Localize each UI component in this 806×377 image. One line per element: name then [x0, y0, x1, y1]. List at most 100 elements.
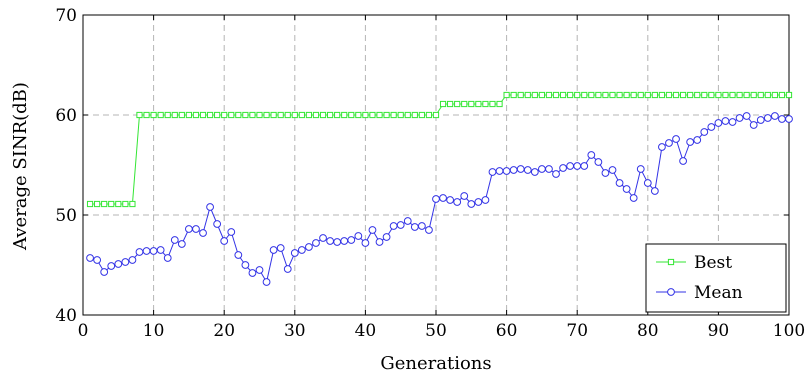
- x-tick-label: 0: [78, 321, 89, 341]
- point-mean: [142, 247, 151, 255]
- point-best: [722, 91, 729, 99]
- point-best: [171, 111, 178, 119]
- point-best: [630, 91, 637, 99]
- point-best: [552, 91, 560, 99]
- point-mean: [629, 194, 638, 202]
- point-mean: [305, 243, 313, 251]
- point-best: [242, 111, 249, 119]
- point-best: [637, 91, 644, 99]
- point-best: [729, 91, 736, 99]
- legend-marker-mean: [667, 288, 675, 296]
- point-best: [334, 111, 341, 119]
- point-best: [263, 111, 270, 119]
- x-tick-label: 30: [284, 321, 306, 341]
- point-best: [701, 91, 708, 99]
- point-mean: [594, 158, 603, 166]
- point-best: [503, 91, 510, 99]
- point-best: [651, 91, 658, 99]
- point-best: [355, 111, 362, 119]
- point-mean: [516, 165, 525, 173]
- point-mean: [185, 225, 193, 233]
- point-best: [461, 100, 468, 108]
- point-mean: [170, 236, 179, 244]
- point-mean: [100, 268, 109, 276]
- point-best: [383, 111, 390, 119]
- point-best: [517, 91, 524, 99]
- point-mean: [199, 229, 207, 237]
- point-mean: [135, 248, 144, 256]
- point-best: [623, 91, 630, 99]
- point-best: [249, 111, 256, 119]
- point-best: [164, 111, 171, 119]
- point-mean: [707, 123, 716, 131]
- point-mean: [439, 194, 447, 202]
- point-mean: [319, 234, 327, 242]
- point-mean: [425, 226, 433, 234]
- point-best: [785, 91, 793, 99]
- legend-label-best: Best: [694, 253, 732, 273]
- x-tick-label: 70: [566, 321, 588, 341]
- point-mean: [622, 185, 631, 193]
- point-mean: [608, 166, 617, 174]
- point-best: [376, 111, 383, 119]
- y-tick-label: 60: [55, 106, 77, 126]
- point-mean: [382, 233, 391, 241]
- point-best: [122, 200, 129, 208]
- point-mean: [156, 246, 165, 254]
- x-tick-label: 80: [637, 321, 659, 341]
- point-mean: [206, 203, 214, 211]
- point-best: [291, 111, 298, 119]
- point-mean: [545, 165, 553, 173]
- point-best: [341, 111, 348, 119]
- point-mean: [721, 117, 730, 125]
- point-mean: [248, 269, 257, 277]
- point-best: [545, 91, 553, 99]
- point-mean: [128, 256, 137, 264]
- point-best: [510, 91, 517, 99]
- point-mean: [728, 118, 737, 126]
- point-best: [305, 111, 313, 119]
- point-mean: [340, 237, 349, 245]
- point-best: [708, 91, 715, 99]
- point-mean: [742, 112, 751, 120]
- point-best: [757, 91, 764, 99]
- y-tick-label: 50: [55, 206, 77, 226]
- point-mean: [785, 115, 793, 123]
- point-best: [743, 91, 750, 99]
- point-best: [270, 111, 277, 119]
- point-best: [665, 91, 673, 99]
- point-mean: [163, 254, 172, 262]
- point-best: [397, 111, 404, 119]
- point-best: [411, 111, 418, 119]
- point-mean: [375, 238, 384, 246]
- x-tick-label: 40: [355, 321, 377, 341]
- point-mean: [121, 258, 130, 266]
- point-best: [496, 100, 503, 108]
- x-tick-label: 90: [708, 321, 730, 341]
- legend-label-mean: Mean: [694, 283, 743, 303]
- point-best: [115, 200, 122, 208]
- point-mean: [749, 121, 758, 129]
- point-mean: [255, 266, 264, 274]
- point-best: [644, 91, 651, 99]
- series-line-best: [90, 94, 789, 205]
- point-best: [764, 91, 771, 99]
- point-mean: [566, 162, 575, 170]
- point-best: [687, 91, 694, 99]
- point-best: [588, 91, 595, 99]
- point-mean: [756, 116, 765, 124]
- point-best: [235, 111, 242, 119]
- point-mean: [763, 114, 772, 122]
- x-tick-label: 20: [213, 321, 235, 341]
- x-tick-label: 50: [425, 321, 447, 341]
- x-tick-label: 10: [143, 321, 165, 341]
- point-best: [298, 111, 305, 119]
- point-mean: [149, 247, 158, 255]
- axes: 0 10 20 30 40 50 60 70 80 90 100 40 50 60 70: [55, 6, 805, 341]
- point-best: [136, 111, 143, 119]
- point-best: [468, 100, 475, 108]
- y-tick-label: 70: [55, 6, 77, 26]
- point-best: [185, 111, 193, 119]
- point-mean: [552, 170, 560, 178]
- point-best: [327, 111, 334, 119]
